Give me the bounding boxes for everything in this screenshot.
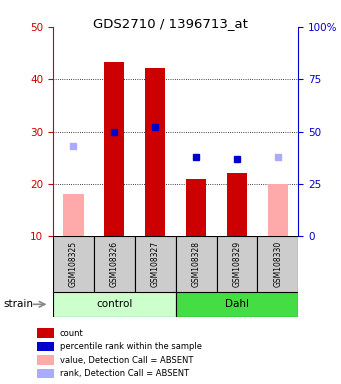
- Text: GSM108326: GSM108326: [110, 241, 119, 287]
- Bar: [37, 369, 54, 378]
- Bar: [94, 236, 135, 292]
- Bar: [104, 62, 124, 236]
- Bar: [227, 174, 247, 236]
- Text: rank, Detection Call = ABSENT: rank, Detection Call = ABSENT: [60, 369, 189, 378]
- Text: GSM108330: GSM108330: [273, 241, 282, 287]
- Text: Dahl: Dahl: [225, 299, 249, 310]
- Bar: [53, 292, 176, 317]
- Bar: [37, 342, 54, 351]
- Text: GSM108325: GSM108325: [69, 241, 78, 287]
- Text: count: count: [60, 329, 83, 338]
- Bar: [63, 194, 84, 236]
- Bar: [53, 236, 94, 292]
- Bar: [186, 179, 206, 236]
- Bar: [145, 68, 165, 236]
- Text: GDS2710 / 1396713_at: GDS2710 / 1396713_at: [93, 17, 248, 30]
- Text: GSM108327: GSM108327: [151, 241, 160, 287]
- Text: strain: strain: [3, 299, 33, 310]
- Bar: [176, 292, 298, 317]
- Bar: [257, 236, 298, 292]
- Text: percentile rank within the sample: percentile rank within the sample: [60, 342, 202, 351]
- Text: control: control: [96, 299, 132, 310]
- Bar: [268, 184, 288, 236]
- Bar: [37, 328, 54, 338]
- Bar: [217, 236, 257, 292]
- Bar: [176, 236, 217, 292]
- Text: GSM108328: GSM108328: [192, 241, 201, 287]
- Text: GSM108329: GSM108329: [233, 241, 241, 287]
- Text: value, Detection Call = ABSENT: value, Detection Call = ABSENT: [60, 356, 193, 364]
- Bar: [37, 355, 54, 365]
- Bar: [135, 236, 176, 292]
